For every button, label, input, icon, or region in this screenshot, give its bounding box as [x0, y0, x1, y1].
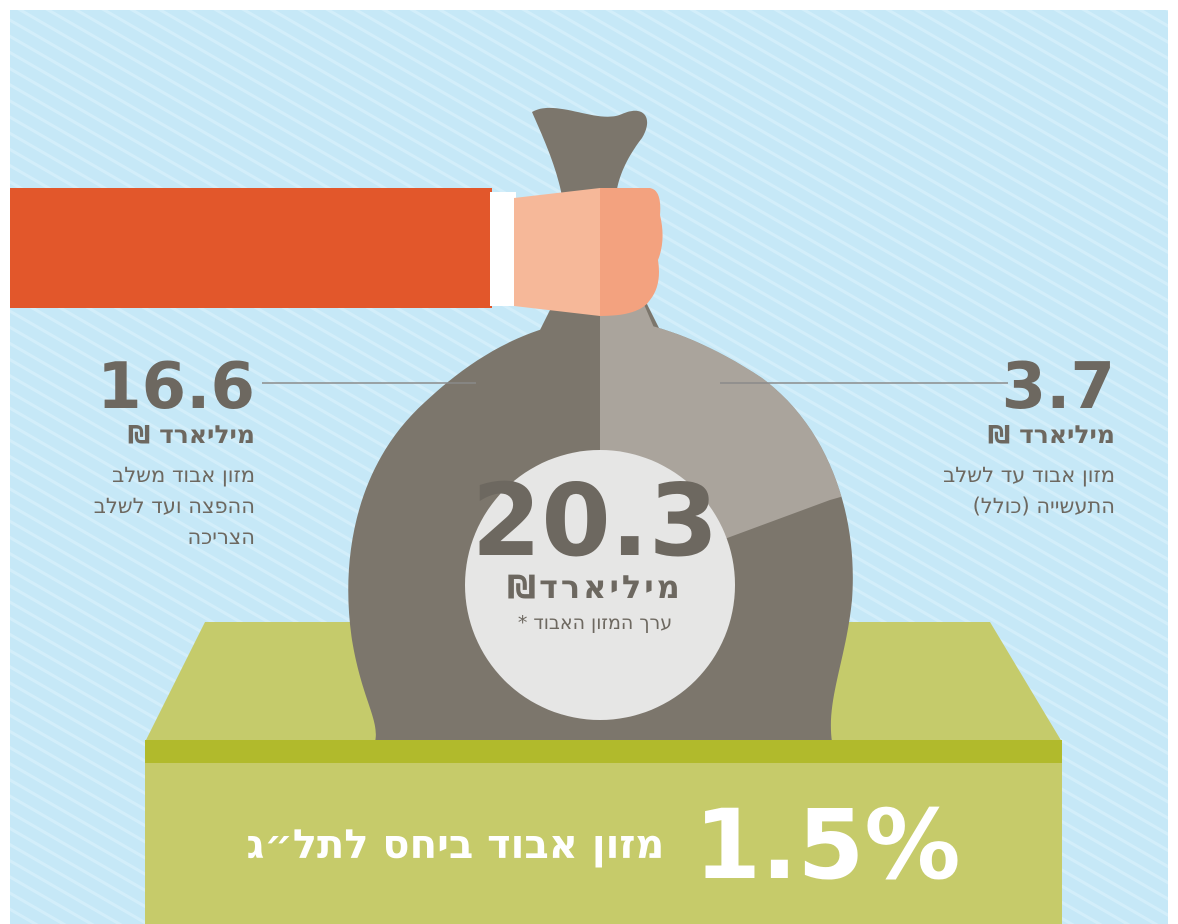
cuff [490, 192, 516, 306]
right-value: 3.7 [1001, 350, 1115, 424]
sleeve [10, 188, 492, 308]
right-unit: מיליארד ₪ [987, 420, 1115, 449]
center-unit: מיליארד₪ [507, 568, 683, 606]
box-front [145, 763, 1062, 924]
box-rim [145, 740, 1062, 763]
center-value: 20.3 [471, 462, 719, 579]
bottom-value: 1.5% [694, 789, 961, 901]
bag-knot [532, 107, 648, 196]
text-line: ההפצה ועד לשלב [93, 494, 255, 518]
text-line: מזון אבוד משלב [112, 463, 255, 487]
left-value: 16.6 [97, 350, 255, 424]
text-line: הצריכה [187, 525, 255, 549]
text-line: התעשייה (כולל) [972, 494, 1115, 518]
left-unit: מיליארד ₪ [127, 420, 255, 449]
text-line: מזון אבוד עד לשלב [943, 463, 1115, 487]
bottom-label: מזון אבוד ביחס לתל״ג [246, 822, 665, 868]
center-circle [465, 450, 735, 720]
hand [514, 188, 600, 316]
right-desc: מזון אבוד עד לשלב התעשייה (כולל) [943, 460, 1115, 522]
center-note: ערך המזון האבוד * [517, 612, 673, 634]
bottom-banner: 1.5% מזון אבוד ביחס לתל״ג [145, 789, 1062, 901]
fingers [600, 188, 663, 316]
left-desc: מזון אבוד משלב ההפצה ועד לשלב הצריכה [94, 460, 255, 553]
